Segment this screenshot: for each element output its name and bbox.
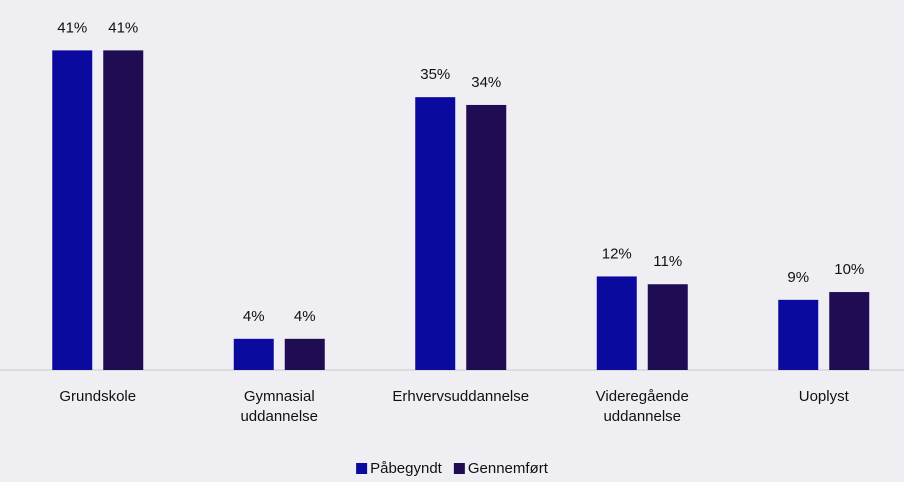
x-tick-label: Erhvervsuddannelse bbox=[392, 388, 529, 405]
bar bbox=[829, 292, 870, 370]
bar bbox=[103, 50, 144, 371]
legend-label: Påbegyndt bbox=[370, 460, 443, 477]
data-label: 41% bbox=[108, 19, 138, 36]
legend-label: Gennemført bbox=[468, 460, 549, 477]
bar bbox=[52, 50, 93, 371]
data-label: 41% bbox=[57, 19, 87, 36]
bar bbox=[778, 299, 819, 370]
bar bbox=[415, 97, 456, 370]
data-label: 12% bbox=[602, 245, 632, 262]
legend-swatch bbox=[356, 463, 368, 474]
data-label: 10% bbox=[834, 261, 864, 278]
legend-swatch bbox=[453, 463, 465, 474]
x-tick-label: Grundskole bbox=[59, 388, 136, 405]
bar bbox=[284, 338, 325, 370]
x-tick-label: Uoplyst bbox=[799, 388, 850, 405]
data-label: 4% bbox=[243, 308, 265, 325]
x-tick-label: Videregående uddannelse bbox=[596, 388, 689, 425]
legend: Påbegyndt Gennemført bbox=[356, 460, 549, 477]
data-label: 11% bbox=[653, 253, 682, 270]
x-tick-label: Gymnasial uddannelse bbox=[240, 388, 318, 425]
bar bbox=[596, 276, 637, 370]
data-label: 4% bbox=[294, 308, 316, 325]
data-label: 9% bbox=[787, 269, 809, 286]
bar bbox=[647, 284, 688, 370]
bar bbox=[233, 338, 274, 370]
data-label: 35% bbox=[420, 66, 450, 83]
data-label: 34% bbox=[471, 74, 501, 91]
bar bbox=[466, 104, 507, 371]
